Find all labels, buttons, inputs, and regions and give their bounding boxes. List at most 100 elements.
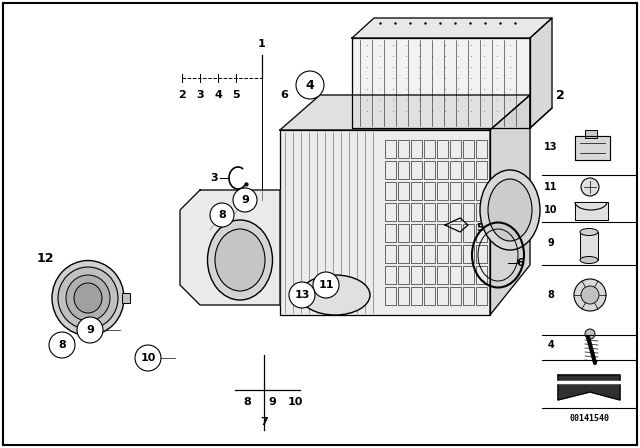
Bar — [450, 224, 461, 242]
Ellipse shape — [52, 260, 124, 336]
Text: 6: 6 — [280, 90, 288, 100]
Circle shape — [289, 282, 315, 308]
Bar — [385, 245, 396, 263]
Text: 10: 10 — [544, 205, 557, 215]
Bar — [385, 224, 396, 242]
Text: 12: 12 — [36, 251, 54, 264]
Bar — [463, 140, 474, 158]
Circle shape — [135, 345, 161, 371]
Polygon shape — [490, 95, 530, 315]
Bar — [398, 266, 409, 284]
Circle shape — [313, 272, 339, 298]
Text: 9: 9 — [268, 397, 276, 407]
Bar — [398, 245, 409, 263]
Bar — [437, 140, 448, 158]
Bar — [476, 287, 487, 305]
Text: 8: 8 — [548, 290, 554, 300]
Text: 4: 4 — [548, 340, 554, 350]
Bar — [424, 182, 435, 200]
Bar — [385, 203, 396, 221]
Bar — [385, 182, 396, 200]
Bar — [411, 203, 422, 221]
Ellipse shape — [480, 170, 540, 250]
Bar — [463, 266, 474, 284]
Text: 10: 10 — [140, 353, 156, 363]
Ellipse shape — [215, 229, 265, 291]
Bar — [476, 224, 487, 242]
Text: 5: 5 — [232, 90, 240, 100]
Bar — [437, 224, 448, 242]
Polygon shape — [180, 190, 280, 305]
Bar — [463, 182, 474, 200]
Polygon shape — [575, 202, 608, 220]
Polygon shape — [280, 95, 530, 130]
Text: 11: 11 — [318, 280, 333, 290]
Text: 11: 11 — [544, 182, 557, 192]
Text: 4: 4 — [306, 78, 314, 91]
Bar — [385, 287, 396, 305]
Text: 6: 6 — [516, 258, 524, 268]
Ellipse shape — [488, 179, 532, 241]
Bar — [398, 203, 409, 221]
Bar — [463, 161, 474, 179]
Ellipse shape — [74, 283, 102, 313]
Bar — [463, 203, 474, 221]
Bar — [463, 224, 474, 242]
Bar — [437, 182, 448, 200]
Polygon shape — [280, 130, 490, 315]
Bar — [424, 140, 435, 158]
Bar — [424, 287, 435, 305]
Bar — [398, 140, 409, 158]
Ellipse shape — [66, 275, 110, 321]
Circle shape — [233, 188, 257, 212]
Bar — [476, 140, 487, 158]
Bar — [476, 161, 487, 179]
Bar — [424, 266, 435, 284]
Bar — [385, 266, 396, 284]
Text: 9: 9 — [86, 325, 94, 335]
Text: 3: 3 — [196, 90, 204, 100]
Circle shape — [585, 329, 595, 339]
Text: 10: 10 — [287, 397, 303, 407]
Text: 13: 13 — [544, 142, 557, 152]
Ellipse shape — [580, 257, 598, 263]
Bar — [424, 224, 435, 242]
Text: 13: 13 — [294, 290, 310, 300]
Bar — [437, 203, 448, 221]
Circle shape — [210, 203, 234, 227]
Bar — [398, 224, 409, 242]
Bar — [476, 266, 487, 284]
Text: 4: 4 — [214, 90, 222, 100]
Bar — [411, 224, 422, 242]
Bar — [411, 245, 422, 263]
Bar — [398, 182, 409, 200]
Ellipse shape — [58, 267, 118, 329]
Bar — [463, 287, 474, 305]
Bar — [463, 245, 474, 263]
Text: 1: 1 — [258, 39, 266, 49]
Bar — [580, 232, 598, 260]
Circle shape — [581, 286, 599, 304]
Bar — [476, 245, 487, 263]
Text: 8: 8 — [218, 210, 226, 220]
Bar — [437, 287, 448, 305]
Polygon shape — [352, 38, 530, 128]
Ellipse shape — [300, 275, 370, 315]
Polygon shape — [352, 18, 552, 38]
Text: 5: 5 — [476, 223, 484, 233]
Bar — [450, 287, 461, 305]
Circle shape — [77, 317, 103, 343]
Text: 9: 9 — [241, 195, 249, 205]
Polygon shape — [575, 136, 610, 160]
Text: 00141540: 00141540 — [570, 414, 610, 422]
Bar — [450, 161, 461, 179]
Bar — [450, 245, 461, 263]
Bar — [411, 287, 422, 305]
Bar — [385, 161, 396, 179]
Text: 8: 8 — [243, 397, 251, 407]
Bar — [411, 140, 422, 158]
Bar — [450, 140, 461, 158]
Bar — [450, 266, 461, 284]
Circle shape — [296, 71, 324, 99]
Ellipse shape — [207, 220, 273, 300]
